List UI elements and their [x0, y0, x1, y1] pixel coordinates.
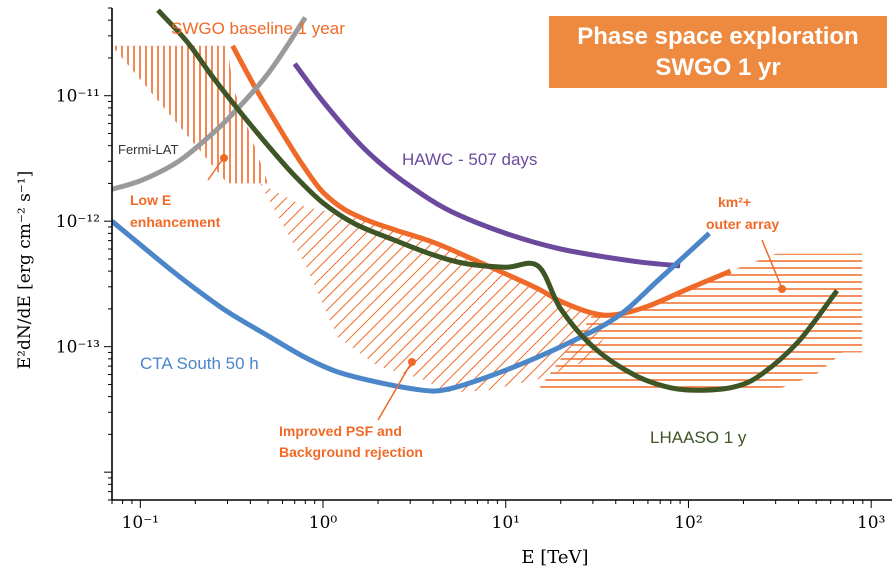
annotation-outer-line2: outer array: [706, 216, 779, 232]
series-swgo-baseline-1-year: [230, 44, 732, 318]
x-tick-label: 10⁻¹: [122, 513, 159, 533]
x-axis-label: E [TeV]: [521, 547, 588, 568]
y-tick-label: 10⁻¹³: [56, 338, 100, 358]
series-labels: SWGO baseline 1 year Fermi-LAT HAWC - 50…: [118, 19, 747, 447]
annotation-outer-marker: [778, 285, 786, 293]
label-fermi: Fermi-LAT: [118, 142, 178, 157]
x-tick-label: 10¹: [492, 513, 520, 533]
annotation-outer-arrow: [761, 239, 782, 287]
annotation-outer-line1: km²+: [718, 194, 751, 210]
series-lines: [112, 8, 839, 394]
chart-title-line2: SWGO 1 yr: [655, 54, 781, 81]
annotation-psf-line2: Background rejection: [279, 444, 423, 460]
label-hawc: HAWC - 507 days: [402, 150, 537, 169]
annotation-low-e-arrow: [207, 159, 223, 181]
axis-ticks: 10⁻¹ 10⁰ 10¹ 10² 10³ 10⁻¹¹ 10⁻¹² 10⁻¹³: [56, 7, 885, 533]
series-hawc-507-days: [292, 62, 681, 269]
chart-title-box: Phase space exploration SWGO 1 yr: [549, 16, 887, 88]
label-lhaaso: LHAASO 1 y: [650, 428, 747, 447]
x-tick-label: 10²: [674, 513, 702, 533]
y-axis-label: E²dN/dE [erg cm⁻² s⁻¹]: [15, 171, 35, 370]
y-tick-label: 10⁻¹²: [56, 212, 100, 232]
series-fermi-lat: [112, 16, 308, 192]
annotation-low-e-marker: [220, 154, 228, 162]
region-improved-psf-and-background-rejection: [259, 183, 616, 393]
annotation-low-e-line2: enhancement: [130, 214, 221, 230]
plot-frame: [111, 8, 892, 501]
y-tick-label: 10⁻¹¹: [56, 87, 100, 107]
series-lhaaso-1-y: [156, 8, 839, 393]
region-low-e-enhancement: [112, 45, 268, 184]
annotation-low-e-line1: Low E: [130, 192, 171, 208]
label-swgo: SWGO baseline 1 year: [171, 19, 345, 38]
annotations: Low E enhancement Improved PSF and Backg…: [130, 154, 786, 460]
annotation-psf-line1: Improved PSF and: [279, 423, 402, 439]
label-cta: CTA South 50 h: [140, 354, 259, 373]
chart-title-line1: Phase space exploration: [577, 23, 859, 50]
x-tick-label: 10³: [857, 513, 885, 533]
annotation-psf-arrow: [377, 364, 411, 421]
annotation-psf-marker: [408, 358, 416, 366]
x-tick-label: 10⁰: [309, 513, 338, 533]
